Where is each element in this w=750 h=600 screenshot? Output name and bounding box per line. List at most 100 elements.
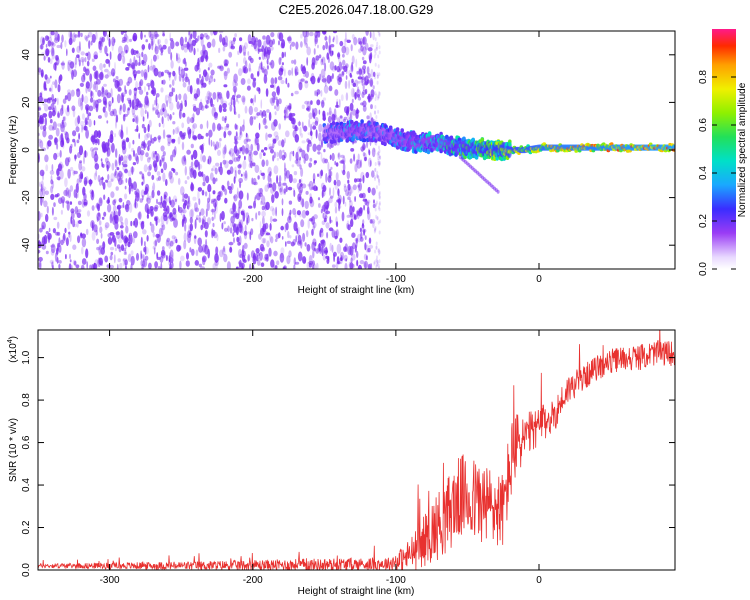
noise-speckle: [87, 34, 90, 38]
noise-speckle: [91, 205, 95, 211]
noise-speckle: [113, 170, 119, 179]
noise-speckle: [126, 81, 130, 87]
noise-speckle: [229, 105, 233, 112]
noise-speckle: [271, 91, 277, 98]
noise-speckle: [162, 122, 165, 128]
noise-speckle: [122, 164, 128, 168]
noise-speckle: [161, 157, 164, 162]
noise-speckle: [268, 111, 272, 121]
noise-speckle: [296, 158, 301, 167]
noise-speckle: [257, 211, 261, 216]
noise-speckle: [98, 40, 101, 50]
noise-speckle: [143, 100, 148, 110]
noise-speckle: [111, 142, 115, 153]
noise-speckle: [208, 62, 213, 68]
noise-speckle: [160, 87, 164, 93]
noise-speckle: [332, 187, 335, 197]
noise-speckle: [339, 237, 343, 243]
noise-speckle: [116, 80, 120, 88]
noise-speckle: [49, 97, 53, 103]
noise-speckle: [143, 164, 148, 173]
noise-speckle: [167, 135, 172, 145]
noise-speckle: [350, 74, 353, 78]
noise-speckle: [299, 164, 302, 170]
noise-speckle: [95, 70, 99, 80]
noise-speckle: [368, 95, 372, 102]
noise-speckle: [52, 42, 56, 47]
noise-speckle: [279, 188, 283, 193]
noise-speckle: [336, 256, 340, 265]
noise-speckle: [329, 216, 332, 224]
noise-speckle: [234, 138, 238, 148]
noise-speckle: [214, 167, 218, 175]
noise-speckle: [80, 32, 83, 38]
noise-speckle: [264, 125, 268, 129]
noise-speckle: [50, 185, 54, 194]
noise-speckle: [224, 144, 227, 154]
noise-speckle: [190, 208, 195, 218]
noise-speckle: [306, 106, 311, 112]
noise-speckle: [86, 107, 89, 115]
noise-speckle: [262, 152, 266, 157]
noise-speckle: [56, 44, 61, 49]
noise-speckle: [200, 171, 204, 177]
noise-speckle: [357, 76, 363, 80]
noise-speckle: [262, 117, 267, 126]
noise-speckle: [166, 205, 170, 214]
noise-speckle: [363, 81, 369, 86]
noise-speckle: [234, 166, 237, 173]
noise-speckle: [107, 71, 112, 77]
noise-speckle: [163, 161, 168, 171]
noise-speckle: [208, 192, 211, 203]
noise-speckle: [63, 189, 68, 196]
noise-speckle: [108, 104, 111, 112]
noise-speckle: [261, 237, 267, 244]
noise-speckle: [326, 232, 329, 239]
noise-speckle: [131, 106, 136, 116]
noise-speckle: [155, 218, 158, 226]
noise-speckle: [326, 112, 329, 116]
noise-speckle: [378, 181, 381, 186]
noise-speckle: [78, 59, 81, 67]
noise-speckle: [243, 67, 249, 74]
noise-speckle: [211, 38, 216, 48]
noise-speckle: [167, 71, 172, 75]
noise-speckle: [229, 247, 233, 253]
noise-speckle: [113, 173, 117, 177]
noise-speckle: [368, 237, 372, 244]
noise-speckle: [264, 222, 269, 230]
noise-speckle: [112, 199, 116, 206]
noise-speckle: [116, 204, 122, 210]
noise-speckle: [281, 236, 284, 240]
noise-speckle: [351, 263, 355, 269]
noise-speckle: [342, 59, 346, 66]
noise-speckle: [222, 185, 226, 192]
noise-speckle: [227, 225, 230, 232]
noise-speckle: [284, 106, 287, 116]
noise-speckle: [369, 263, 373, 269]
noise-speckle: [374, 202, 377, 207]
noise-speckle: [50, 47, 55, 57]
noise-speckle: [218, 104, 223, 113]
noise-speckle: [255, 132, 260, 139]
noise-speckle: [95, 31, 98, 40]
noise-speckle: [330, 171, 333, 177]
noise-speckle: [370, 89, 375, 98]
noise-speckle: [39, 140, 44, 149]
noise-speckle: [264, 113, 267, 119]
noise-speckle: [67, 104, 70, 113]
noise-speckle: [187, 85, 192, 92]
noise-speckle: [99, 71, 104, 81]
noise-speckle: [373, 54, 376, 59]
noise-speckle: [91, 58, 95, 62]
noise-speckle: [184, 166, 187, 176]
noise-speckle: [103, 148, 107, 154]
noise-speckle: [153, 31, 158, 40]
noise-speckle: [85, 129, 89, 139]
noise-speckle: [252, 80, 256, 88]
noise-speckle: [356, 178, 360, 183]
noise-speckle: [287, 69, 292, 76]
noise-speckle: [323, 217, 327, 223]
noise-speckle: [177, 136, 181, 145]
noise-speckle: [270, 236, 274, 244]
